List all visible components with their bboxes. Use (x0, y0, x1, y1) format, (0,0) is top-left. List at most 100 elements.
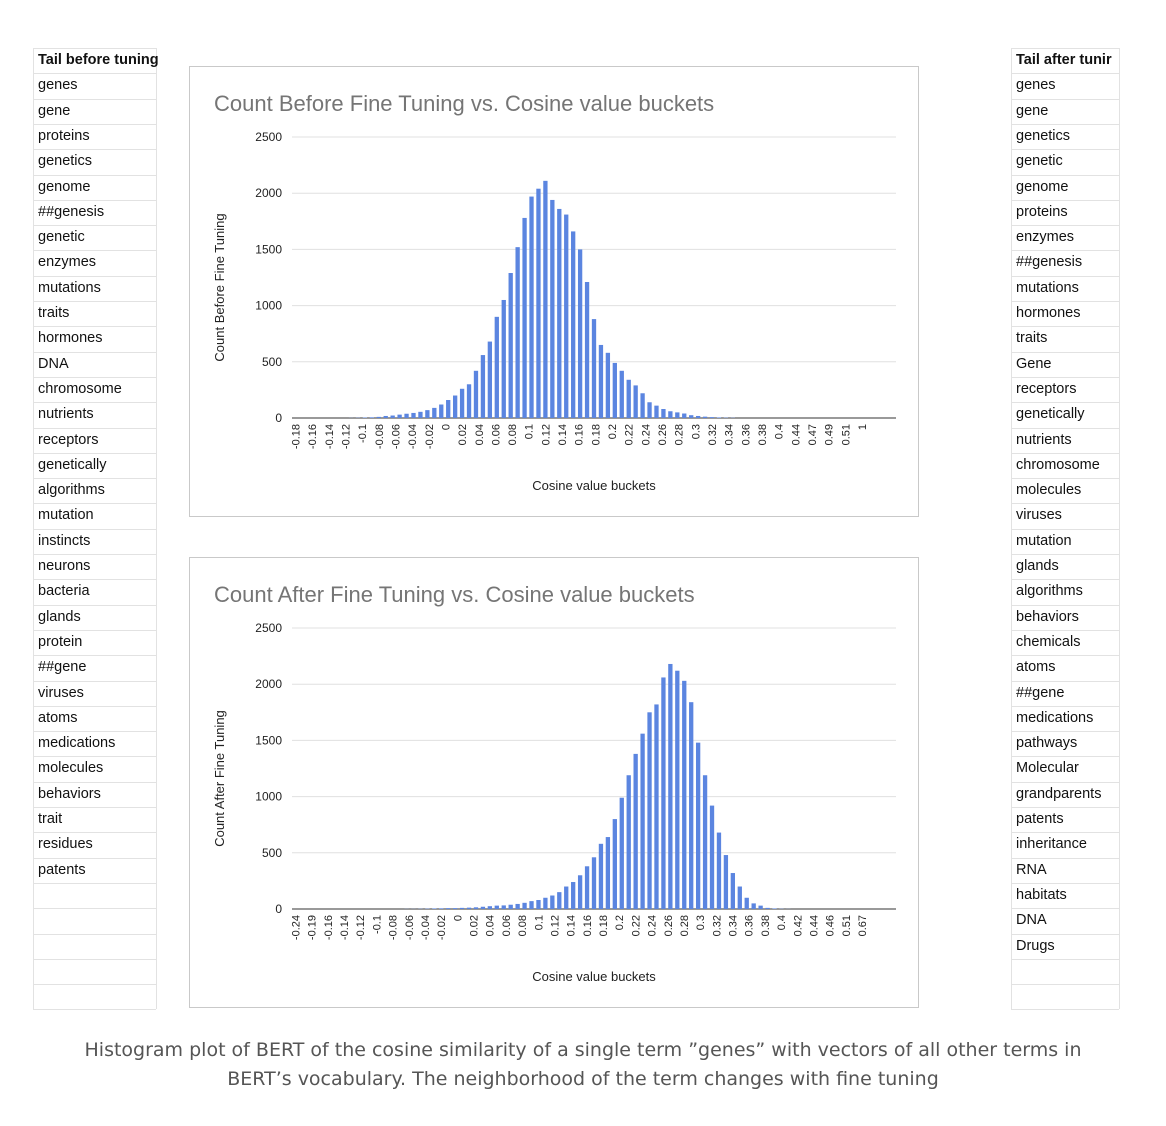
right-term-cell[interactable]: patents (1016, 811, 1064, 827)
right-term-cell[interactable]: genetic (1016, 153, 1063, 170)
row-gridline (33, 958, 156, 960)
histogram-bar (682, 413, 687, 418)
chart-after-fine-tuning[interactable]: Count After Fine Tuning vs. Cosine value… (189, 557, 919, 1008)
left-term-cell[interactable]: genome (38, 178, 91, 195)
right-term-cell[interactable]: algorithms (1016, 583, 1083, 600)
x-tick-label: 0.06 (501, 915, 513, 936)
left-term-cell[interactable]: protein (38, 633, 83, 650)
histogram-bar (466, 907, 472, 909)
histogram-bar (550, 199, 555, 418)
left-term-cell[interactable]: enzymes (38, 254, 97, 271)
row-gridline (33, 73, 156, 75)
right-term-cell[interactable]: hormones (1016, 305, 1081, 321)
histogram-bar (605, 352, 611, 418)
right-term-cell[interactable]: mutations (1016, 279, 1079, 296)
left-term-cell[interactable]: ##genesis (38, 203, 105, 220)
row-gridline (1011, 680, 1119, 682)
x-tick-label: 0.44 (808, 915, 820, 936)
left-column-header[interactable]: Tail before tuning (38, 52, 159, 68)
chart-before-fine-tuning[interactable]: Count Before Fine Tuning vs. Cosine valu… (189, 66, 919, 517)
left-term-cell[interactable]: DNA (38, 355, 69, 372)
x-tick-label: 0.06 (490, 424, 502, 445)
right-term-cell[interactable]: genetics (1016, 127, 1071, 144)
right-term-cell[interactable]: viruses (1016, 507, 1062, 524)
right-term-cell[interactable]: Gene (1016, 355, 1052, 372)
histogram-bar (605, 837, 611, 909)
row-gridline (1011, 478, 1119, 480)
y-tick-label: 500 (262, 846, 282, 860)
right-term-cell[interactable]: chemicals (1016, 633, 1081, 650)
left-term-cell[interactable]: hormones (38, 330, 103, 347)
left-term-cell[interactable]: gene (38, 102, 71, 119)
left-term-cell[interactable]: instincts (38, 532, 91, 549)
right-term-cell[interactable]: inheritance (1016, 836, 1087, 853)
right-term-cell[interactable]: atoms (1016, 659, 1056, 676)
left-term-cell[interactable]: trait (38, 811, 63, 827)
right-term-cell[interactable]: Molecular (1016, 760, 1079, 777)
left-term-cell[interactable]: bacteria (38, 583, 90, 600)
left-term-cell[interactable]: traits (38, 305, 70, 321)
row-gridline (1011, 301, 1119, 302)
right-term-cell[interactable]: grandparents (1016, 785, 1102, 802)
left-term-cell[interactable]: nutrients (38, 406, 94, 423)
histogram-bar (432, 908, 437, 909)
row-gridline (1011, 933, 1119, 935)
x-tick-label: 0.4 (776, 915, 788, 930)
right-term-cell[interactable]: DNA (1016, 912, 1047, 929)
left-term-cell[interactable]: residues (38, 836, 93, 853)
right-term-cell[interactable]: enzymes (1016, 229, 1075, 246)
left-term-cell[interactable]: ##gene (38, 659, 87, 676)
histogram-bar (730, 873, 736, 909)
right-term-cell[interactable]: chromosome (1016, 456, 1100, 473)
left-term-cell[interactable]: mutation (38, 507, 94, 524)
left-term-cell[interactable]: receptors (38, 431, 99, 448)
right-term-cell[interactable]: ##gene (1016, 684, 1065, 701)
right-term-cell[interactable]: ##genesis (1016, 254, 1083, 271)
right-term-cell[interactable]: medications (1016, 709, 1094, 726)
left-term-cell[interactable]: chromosome (38, 380, 122, 397)
histogram-bar (446, 400, 451, 418)
x-tick-label: -0.16 (323, 915, 335, 940)
right-term-cell[interactable]: nutrients (1016, 431, 1072, 448)
x-tick-label: 0.2 (607, 424, 619, 439)
right-term-cell[interactable]: mutation (1016, 532, 1072, 549)
left-term-cell[interactable]: behaviors (38, 785, 101, 802)
x-tick-label: 0.36 (740, 424, 752, 445)
right-term-cell[interactable]: glands (1016, 558, 1059, 574)
left-term-cell[interactable]: algorithms (38, 482, 105, 499)
left-term-cell[interactable]: glands (38, 608, 81, 625)
right-term-cell[interactable]: gene (1016, 102, 1049, 119)
histogram-bar (661, 677, 666, 909)
left-term-cell[interactable]: atoms (38, 709, 78, 726)
row-gridline (33, 756, 156, 758)
x-tick-label: 0.26 (663, 915, 675, 936)
right-term-cell[interactable]: Drugs (1016, 937, 1055, 954)
right-term-cell[interactable]: pathways (1016, 735, 1078, 752)
left-term-cell[interactable]: genetically (38, 456, 107, 473)
right-term-cell[interactable]: RNA (1016, 861, 1047, 878)
right-term-cell[interactable]: molecules (1016, 482, 1082, 499)
right-term-cell[interactable]: genetically (1016, 406, 1085, 423)
right-term-cell[interactable]: genome (1016, 178, 1069, 195)
left-term-cell[interactable]: patents (38, 861, 86, 878)
left-term-cell[interactable]: mutations (38, 279, 101, 296)
left-term-cell[interactable]: proteins (38, 127, 90, 144)
left-term-cell[interactable]: molecules (38, 760, 104, 777)
left-term-cell[interactable]: viruses (38, 684, 84, 701)
right-term-cell[interactable]: receptors (1016, 380, 1077, 397)
right-term-cell[interactable]: traits (1016, 330, 1048, 347)
right-term-cell[interactable]: behaviors (1016, 608, 1079, 625)
left-term-cell[interactable]: neurons (38, 558, 91, 574)
left-term-cell[interactable]: genetics (38, 153, 93, 170)
left-term-cell[interactable]: genes (38, 77, 78, 94)
right-column-header[interactable]: Tail after tunir (1016, 52, 1112, 68)
right-term-cell[interactable]: habitats (1016, 886, 1067, 903)
histogram-bar (411, 412, 416, 418)
right-term-cell[interactable]: proteins (1016, 203, 1068, 220)
histogram-bar (654, 405, 659, 418)
left-term-cell[interactable]: genetic (38, 229, 85, 246)
left-term-cell[interactable]: medications (38, 735, 116, 752)
x-tick-label: 0.4 (774, 424, 786, 439)
right-term-cell[interactable]: genes (1016, 77, 1056, 94)
histogram-bar (716, 832, 722, 909)
